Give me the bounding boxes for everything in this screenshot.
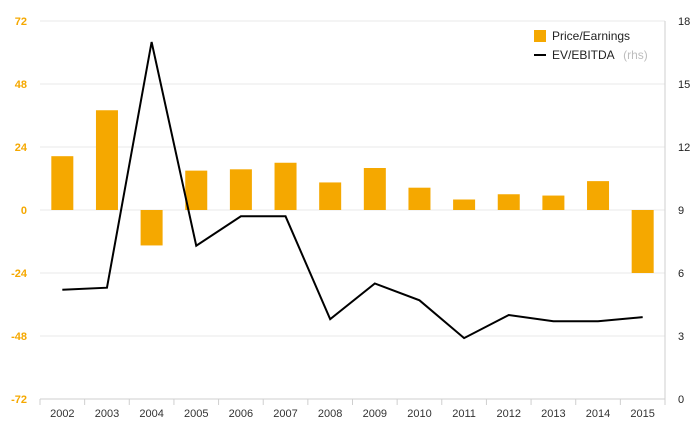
ev-ebitda-line-group xyxy=(62,41,643,340)
bar-price-earnings xyxy=(140,210,163,246)
y-left-tick-label: 48 xyxy=(15,79,27,91)
legend-label-price-earnings: Price/Earnings xyxy=(552,29,630,43)
y-left-tick-label: -48 xyxy=(11,331,27,343)
x-tick-label: 2011 xyxy=(452,408,476,420)
bar-price-earnings xyxy=(587,181,610,210)
legend-label-ev-ebitda-group: EV/EBITDA (rhs) xyxy=(552,46,648,63)
bar-price-earnings xyxy=(51,156,74,210)
bar-price-earnings xyxy=(408,187,431,210)
bar-price-earnings xyxy=(95,110,118,210)
y-right-tick-label: 3 xyxy=(678,331,684,343)
line-ev-ebitda xyxy=(62,41,643,340)
bar-price-earnings xyxy=(229,169,252,210)
bar-price-earnings xyxy=(274,162,297,210)
legend-swatch-price-earnings xyxy=(534,30,546,42)
x-tick-label: 2010 xyxy=(407,408,431,420)
y-right-tick-label: 15 xyxy=(678,79,690,91)
x-tick-label: 2002 xyxy=(50,408,74,420)
bar-price-earnings xyxy=(363,168,386,210)
legend-label-ev-ebitda: EV/EBITDA xyxy=(552,48,615,62)
y-left-tick-label: -24 xyxy=(11,268,28,280)
y-right-tick-label: 12 xyxy=(678,142,690,154)
x-tick-label: 2014 xyxy=(586,408,610,420)
x-tick-label: 2009 xyxy=(363,408,387,420)
bar-price-earnings xyxy=(542,195,565,210)
x-tick-label: 2003 xyxy=(95,408,119,420)
price-earnings-bars xyxy=(51,110,654,273)
bar-price-earnings xyxy=(453,199,476,210)
x-tick-label: 2013 xyxy=(541,408,565,420)
x-tick-label: 2006 xyxy=(229,408,253,420)
x-tick-label: 2008 xyxy=(318,408,342,420)
y-right-tick-label: 9 xyxy=(678,205,684,217)
bar-price-earnings xyxy=(319,182,342,210)
x-tick-label: 2005 xyxy=(184,408,208,420)
y-left-tick-label: 24 xyxy=(15,142,28,154)
x-tick-label: 2004 xyxy=(139,408,163,420)
y-left-tick-label: 72 xyxy=(15,16,27,28)
y-right-tick-label: 0 xyxy=(678,394,684,406)
y-left-tick-label: -72 xyxy=(11,394,27,406)
y-left-tick-label: 0 xyxy=(21,205,27,217)
legend-label-rhs: (rhs) xyxy=(623,48,648,62)
x-tick-label: 2015 xyxy=(630,408,654,420)
y-right-tick-label: 6 xyxy=(678,268,684,280)
x-tick-label: 2012 xyxy=(497,408,521,420)
bar-price-earnings xyxy=(497,194,520,210)
bar-price-earnings xyxy=(631,210,654,273)
axes: 72 48 24 0 -24 -48 -72 18 15 12 9 6 3 0 2002 2003 2004 20… xyxy=(11,16,690,420)
x-tick-label: 2007 xyxy=(273,408,297,420)
y-right-tick-label: 18 xyxy=(678,16,690,28)
legend: Price/Earnings EV/EBITDA (rhs) xyxy=(534,29,648,63)
grid-lines xyxy=(40,20,665,400)
bar-price-earnings xyxy=(185,170,208,210)
